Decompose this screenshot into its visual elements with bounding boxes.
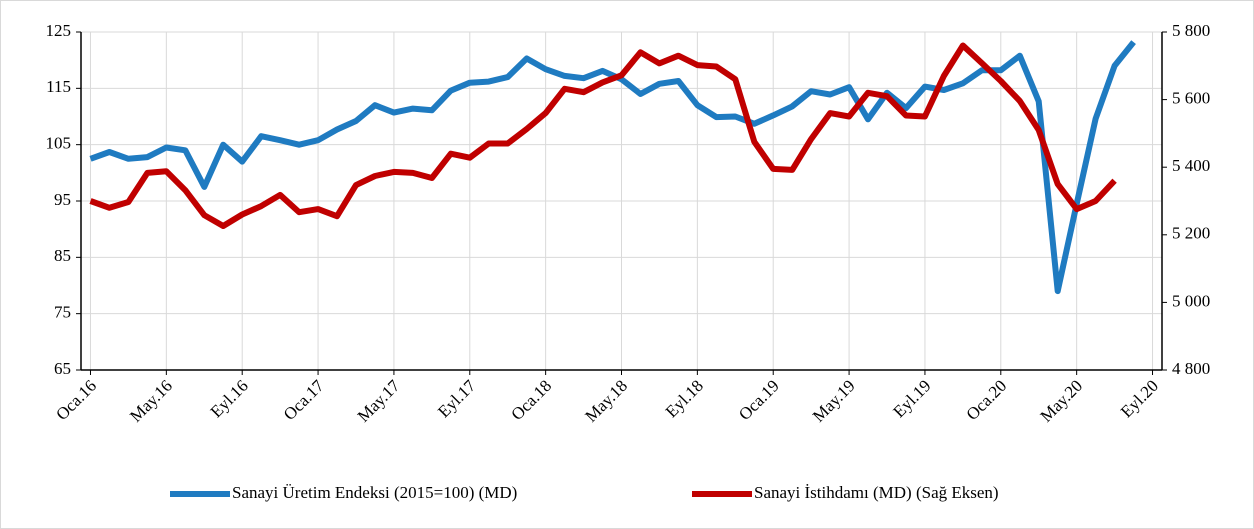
y-tick-label: 115 bbox=[46, 77, 71, 96]
y2-tick-label: 4 800 bbox=[1172, 359, 1210, 378]
y-tick-label: 85 bbox=[54, 246, 71, 265]
y2-tick-label: 5 200 bbox=[1172, 224, 1210, 243]
y2-tick-label: 5 600 bbox=[1172, 89, 1210, 108]
series-line bbox=[89, 40, 1136, 295]
y2-tick-label: 5 000 bbox=[1172, 291, 1210, 310]
legend-label: Sanayi İstihdamı (MD) (Sağ Eksen) bbox=[754, 483, 999, 502]
series-line bbox=[89, 42, 1117, 229]
y2-tick-label: 5 400 bbox=[1172, 156, 1210, 175]
y-tick-label: 65 bbox=[54, 359, 71, 378]
y-tick-label: 75 bbox=[54, 303, 71, 322]
y2-tick-label: 5 800 bbox=[1172, 21, 1210, 40]
y-tick-label: 125 bbox=[46, 21, 72, 40]
legend-label: Sanayi Üretim Endeksi (2015=100) (MD) bbox=[232, 483, 517, 502]
y-tick-label: 105 bbox=[46, 134, 72, 153]
y-tick-label: 95 bbox=[54, 190, 71, 209]
